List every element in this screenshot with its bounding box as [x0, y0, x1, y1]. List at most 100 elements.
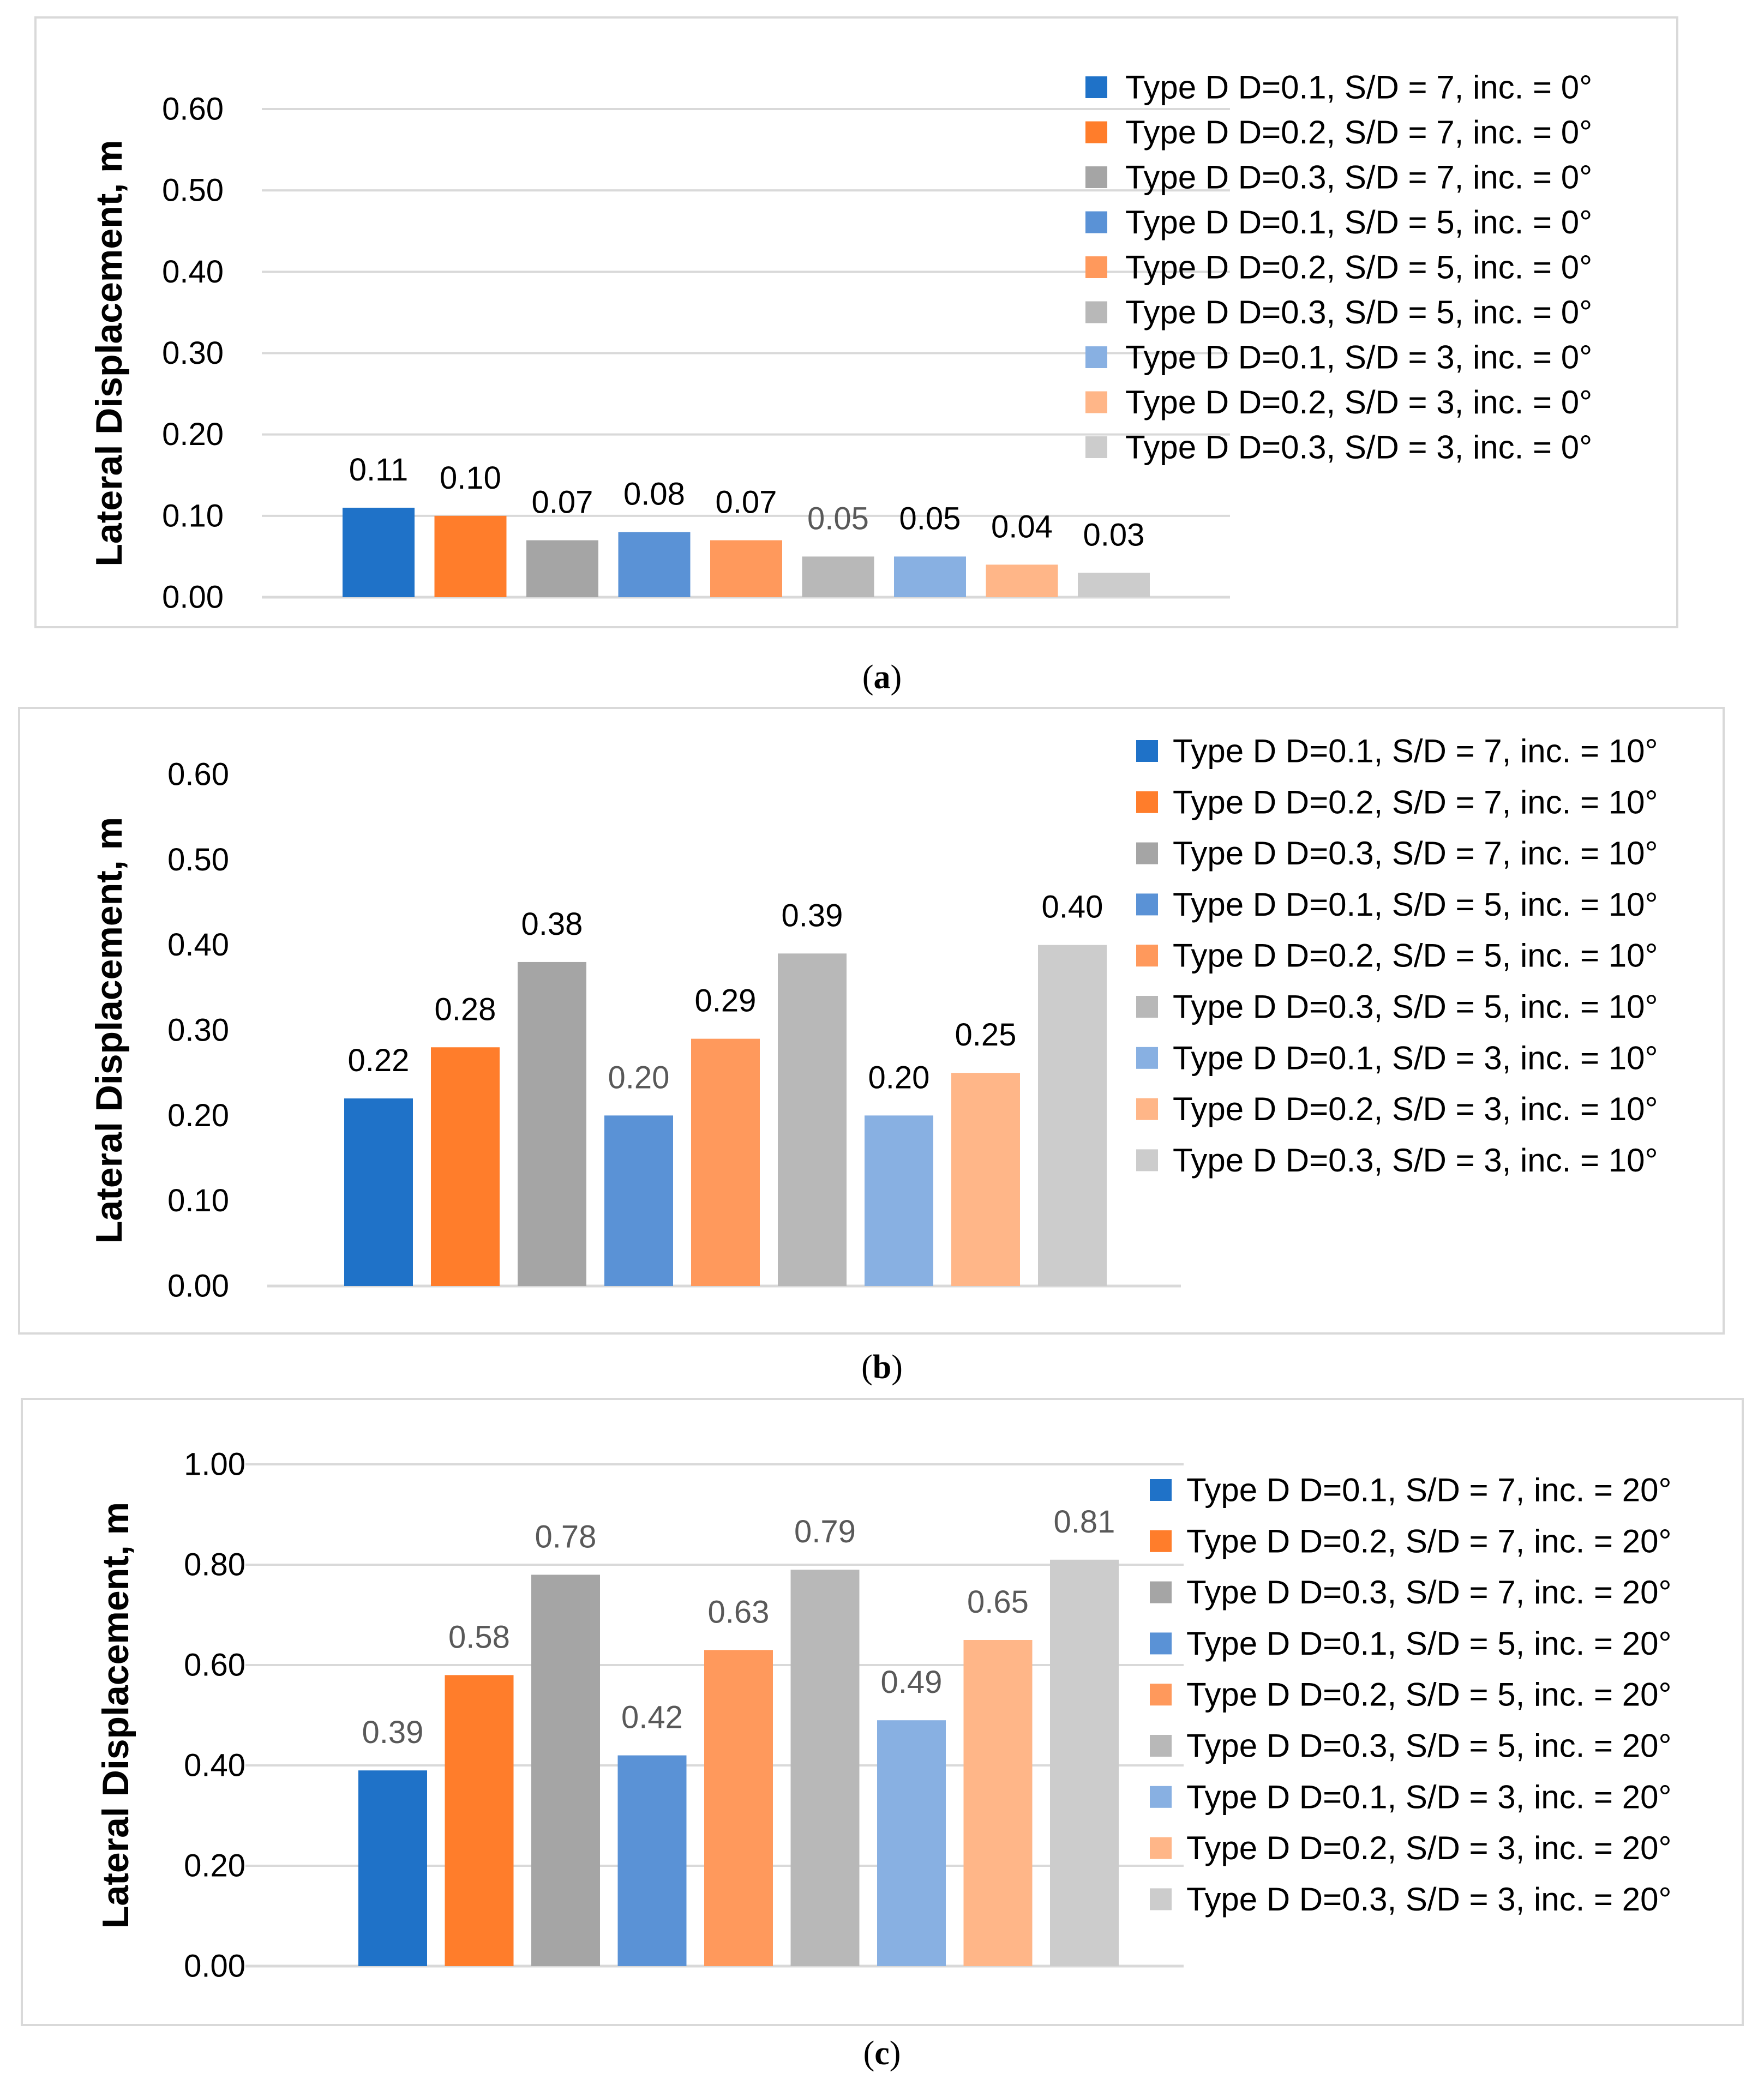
legend-swatch: [1085, 76, 1107, 98]
bar: [704, 1650, 773, 1966]
data-label: 0.65: [967, 1584, 1029, 1620]
y-tick-label: 0.50: [167, 842, 229, 878]
legend-label: Type D D=0.3, S/D = 7, inc. = 0°: [1125, 159, 1592, 196]
chart-frame: [34, 16, 1678, 628]
chart-panel-b: 0.00 0.10 0.20 0.30 0.40 0.50 0.60 Lateral Disp…: [18, 707, 1725, 1386]
legend-swatch: [1085, 121, 1107, 143]
legend-label: Type D D=0.1, S/D = 5, inc. = 0°: [1125, 204, 1592, 241]
y-tick-label: 0.40: [167, 927, 229, 963]
legend-label: Type D D=0.3, S/D = 7, inc. = 20°: [1186, 1574, 1671, 1611]
data-label: 0.10: [440, 460, 501, 496]
y-tick-label: 0.20: [167, 1098, 229, 1133]
y-tick-label: 0.40: [162, 254, 224, 290]
y-tick-label: 0.10: [162, 498, 224, 533]
legend-swatch: [1136, 842, 1158, 864]
bar: [986, 564, 1058, 597]
legend-swatch: [1085, 256, 1107, 278]
y-tick-label: 0.50: [162, 173, 224, 208]
legend-swatch: [1136, 791, 1158, 813]
data-label: 0.49: [881, 1665, 943, 1700]
legend-swatch: [1085, 166, 1107, 188]
legend-label: Type D D=0.2, S/D = 3, inc. = 0°: [1125, 384, 1592, 420]
bar: [344, 1098, 413, 1286]
legend-label: Type D D=0.1, S/D = 7, inc. = 0°: [1125, 69, 1592, 106]
data-label: 0.05: [899, 501, 961, 536]
y-axis-title: Lateral Displacement, m: [88, 817, 130, 1243]
bar: [691, 1038, 760, 1286]
y-tick-label: 0.60: [167, 757, 229, 792]
legend-swatch: [1136, 945, 1158, 967]
bar: [790, 1570, 860, 1966]
legend-swatch: [1085, 301, 1107, 323]
legend-label: Type D D=0.2, S/D = 5, inc. = 20°: [1186, 1677, 1671, 1713]
data-label: 0.07: [532, 485, 593, 520]
data-label: 0.63: [708, 1594, 770, 1630]
legend-label: Type D D=0.1, S/D = 3, inc. = 20°: [1186, 1778, 1671, 1815]
data-label: 0.58: [448, 1619, 510, 1655]
legend-swatch: [1150, 1735, 1172, 1757]
y-tick-label: 0.20: [162, 417, 224, 452]
y-tick-label: 0.40: [184, 1748, 245, 1783]
bar: [1050, 1559, 1119, 1966]
legend-swatch: [1136, 740, 1158, 762]
legend-swatch: [1150, 1684, 1172, 1706]
data-label: 0.20: [868, 1060, 930, 1095]
panel-caption: (b): [861, 1349, 903, 1386]
y-axis-title: Lateral Displacement, m: [95, 1502, 136, 1928]
legend-label: Type D D=0.2, S/D = 7, inc. = 20°: [1186, 1523, 1671, 1559]
legend-swatch: [1136, 893, 1158, 916]
y-tick-label: 0.60: [162, 92, 224, 127]
data-label: 0.38: [521, 906, 583, 942]
legend-swatch: [1085, 391, 1107, 413]
legend-label: Type D D=0.1, S/D = 7, inc. = 10°: [1173, 733, 1658, 770]
bar: [778, 953, 847, 1286]
bar: [604, 1115, 673, 1286]
legend-label: Type D D=0.2, S/D = 3, inc. = 20°: [1186, 1830, 1671, 1866]
bar: [802, 556, 874, 597]
data-label: 0.05: [807, 501, 869, 536]
data-label: 0.81: [1054, 1504, 1115, 1540]
legend-label: Type D D=0.1, S/D = 5, inc. = 10°: [1173, 886, 1658, 923]
bar: [526, 540, 598, 597]
y-tick-label: 0.00: [167, 1269, 229, 1304]
y-axis-title: Lateral Displacement, m: [88, 140, 130, 566]
bar: [951, 1073, 1020, 1286]
legend-swatch: [1150, 1888, 1172, 1910]
panel-caption: (a): [862, 659, 902, 696]
data-label: 0.39: [782, 898, 843, 933]
legend-label: Type D D=0.1, S/D = 5, inc. = 20°: [1186, 1625, 1671, 1662]
bar: [343, 507, 415, 597]
legend-label: Type D D=0.3, S/D = 5, inc. = 20°: [1186, 1728, 1671, 1764]
data-label: 0.25: [955, 1017, 1017, 1053]
bar: [1078, 573, 1150, 597]
legend-swatch: [1150, 1786, 1172, 1808]
data-label: 0.22: [348, 1043, 410, 1078]
y-tick-label: 0.00: [184, 1949, 245, 1984]
bar: [445, 1675, 514, 1966]
y-tick-label: 0.30: [162, 335, 224, 371]
panel-caption: (c): [863, 2035, 901, 2072]
legend-label: Type D D=0.3, S/D = 7, inc. = 10°: [1173, 835, 1658, 872]
legend-label: Type D D=0.2, S/D = 7, inc. = 0°: [1125, 114, 1592, 151]
data-label: 0.29: [695, 983, 757, 1019]
legend-label: Type D D=0.1, S/D = 3, inc. = 0°: [1125, 339, 1592, 376]
legend-swatch: [1136, 1047, 1158, 1069]
chart-panel-a: 0.00 0.10 0.20 0.30 0.40 0.50 0.60 Lateral Disp…: [34, 16, 1678, 696]
legend-swatch: [1150, 1530, 1172, 1552]
chart-panel-c: 0.00 0.20 0.40 0.60 0.80 1.00 Lateral Displace…: [21, 1398, 1744, 2072]
bar: [358, 1770, 427, 1966]
bar: [431, 1047, 500, 1286]
y-tick-label: 0.30: [167, 1013, 229, 1048]
legend: Type D D=0.1, S/D = 7, inc. = 20° Type D …: [1150, 1472, 1671, 1918]
data-label: 0.07: [716, 485, 777, 520]
data-label: 0.04: [991, 509, 1053, 544]
legend-swatch: [1150, 1479, 1172, 1501]
y-tick-label: 0.60: [184, 1648, 245, 1683]
legend-label: Type D D=0.2, S/D = 5, inc. = 10°: [1173, 938, 1658, 974]
legend-label: Type D D=0.1, S/D = 7, inc. = 20°: [1186, 1472, 1671, 1509]
bar: [531, 1575, 600, 1966]
legend-swatch: [1136, 1098, 1158, 1120]
bar: [518, 962, 586, 1286]
y-tick-label: 0.10: [167, 1183, 229, 1218]
